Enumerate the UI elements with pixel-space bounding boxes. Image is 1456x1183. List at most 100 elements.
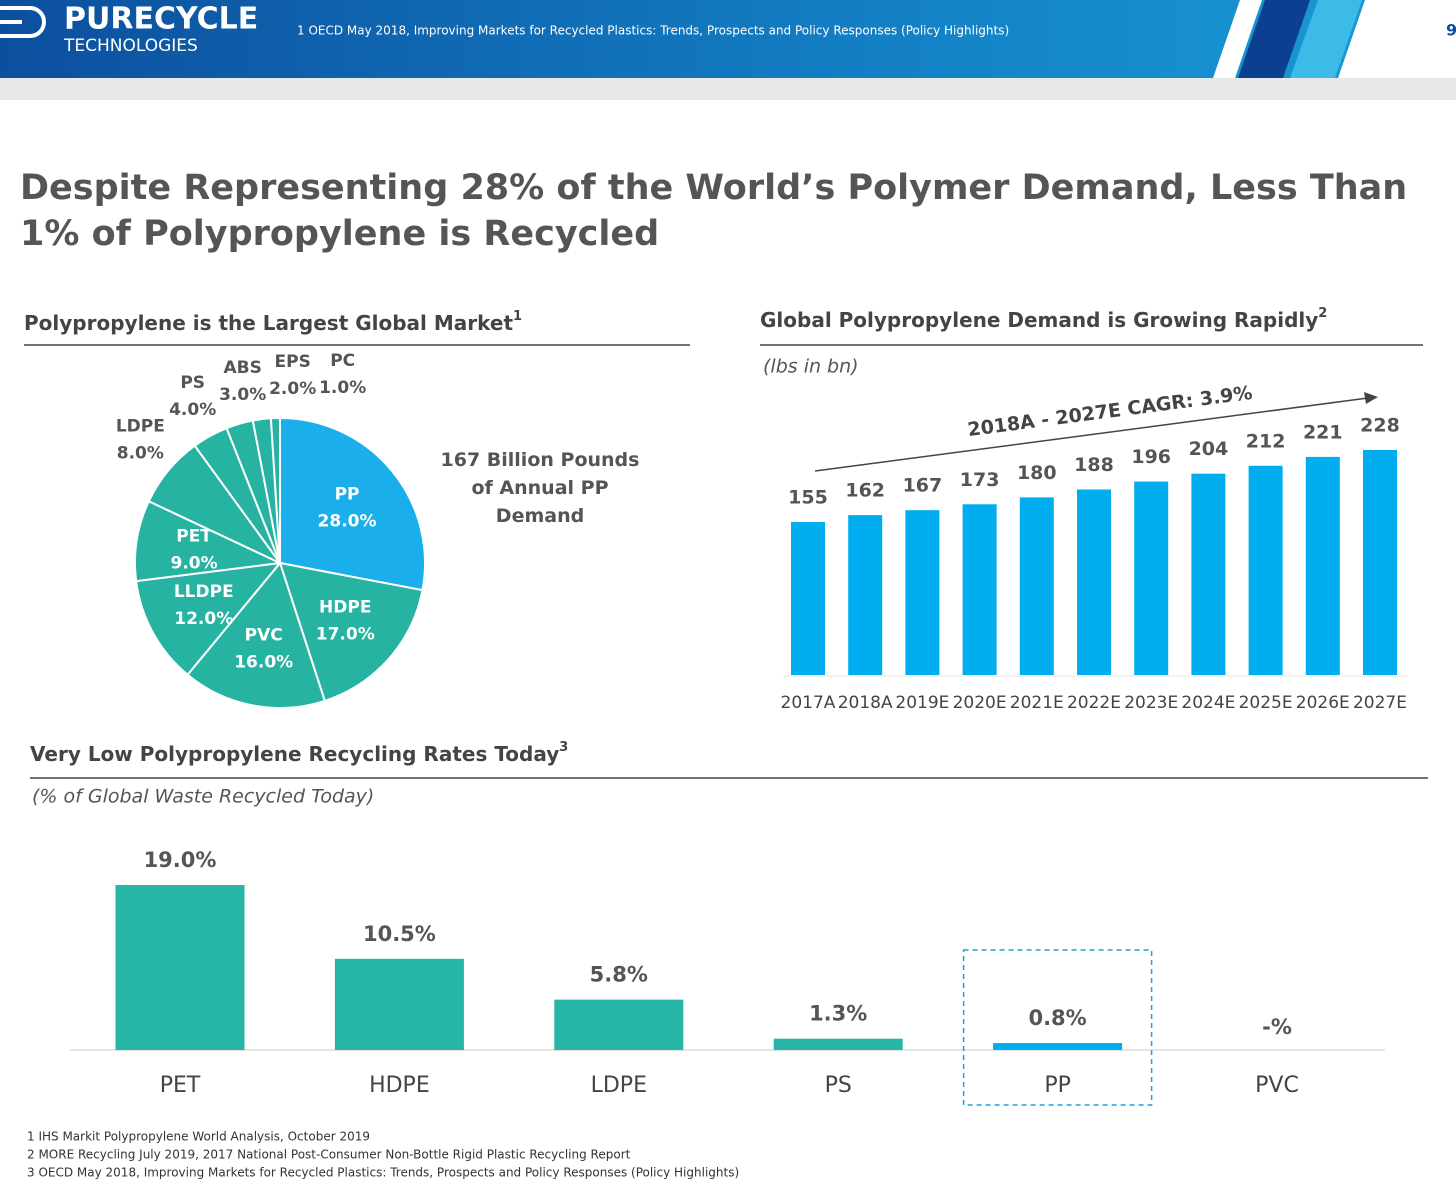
value-label: 228 [1360,415,1400,437]
bar [1305,456,1340,675]
slice-value: 3.0% [219,385,266,405]
footnote-mark: 1 [513,309,522,324]
title-text: Polypropylene is the Largest Global Mark… [24,311,513,335]
bar [773,1038,903,1050]
pie-slice [269,416,281,564]
bar [334,958,464,1050]
stripe [1290,0,1362,78]
value-label: 19.0% [144,848,217,872]
value-label: -% [1262,1015,1292,1039]
chart-title: Very Low Polypropylene Recycling Rates T… [30,740,568,766]
pie-slice [134,499,284,583]
value-label: 204 [1189,438,1229,460]
logo-icon [0,6,46,38]
footnote: 3 OECD May 2018, Improving Markets for R… [27,1166,739,1180]
value-label: 180 [1017,462,1057,484]
slice-value: 12.0% [174,609,233,629]
x-tick-label: 2026E [1296,693,1350,713]
value-label: 173 [960,469,1000,491]
subtitle: (% of Global Waste Recycled Today) [32,786,374,808]
value-label: 155 [788,487,828,509]
stripe [1338,0,1456,78]
x-tick-label: LDPE [591,1073,647,1098]
pie-slice [279,416,426,592]
logo: PURECYCLE [64,2,258,37]
x-tick-label: PP [1044,1073,1071,1098]
slice-value: 16.0% [234,652,293,672]
footnote-mark: 3 [559,740,568,755]
pie-slice [278,561,424,703]
bar [848,515,883,675]
bar [1363,450,1397,675]
slice-value: 17.0% [316,625,375,645]
chart-title: Global Polypropylene Demand is Growing R… [760,306,1327,332]
stripe [1238,0,1310,78]
slice-value: 8.0% [117,443,164,463]
x-tick-label: PET [160,1073,201,1098]
chart-title: Polypropylene is the Largest Global Mark… [24,309,522,335]
x-tick-label: 2017A [781,693,836,713]
x-tick-label: 2023E [1124,693,1178,713]
footnote: 1 IHS Markit Polypropylene World Analysi… [27,1130,370,1144]
bar [1248,465,1283,675]
slice-value: 9.0% [170,553,217,573]
value-label: 1.3% [809,1002,867,1026]
value-label: 167 [903,475,943,497]
bar [962,504,997,675]
x-tick-label: PVC [1255,1073,1299,1098]
title-text: Very Low Polypropylene Recycling Rates T… [30,742,559,766]
header-shadow [0,78,1456,100]
x-tick-label: 2022E [1067,693,1121,713]
slice-label: PP [335,485,360,505]
title-text: Global Polypropylene Demand is Growing R… [760,308,1318,332]
bar [554,999,684,1050]
pie-slice [135,561,283,677]
slide-title: Despite Representing 28% of the World’s … [20,168,1408,254]
stripe [1213,0,1262,78]
x-tick-label: 2024E [1181,693,1235,713]
slice-label: PC [330,351,355,371]
slice-label: HDPE [319,598,371,618]
value-label: 162 [845,480,885,502]
slice-value: 2.0% [269,379,316,399]
x-tick-label: PS [825,1073,852,1098]
x-tick-label: 2019E [895,693,949,713]
highlight-box [962,949,1153,1106]
pie-annotation: 167 Billion Pounds of Annual PP Demand [440,449,640,527]
slice-value: 28.0% [318,512,377,532]
x-tick-label: 2021E [1010,693,1064,713]
bar [1191,473,1226,675]
x-tick-label: 2025E [1239,693,1293,713]
annotation-box: 167 Billion Pounds of Annual PP Demand [440,449,640,527]
value-label: 188 [1074,454,1114,476]
x-tick-label: HDPE [369,1073,430,1098]
footnote: 2 MORE Recycling July 2019, 2017 Nationa… [27,1148,631,1162]
value-label: 196 [1131,446,1171,468]
slice-label: LDPE [116,416,165,436]
footnote-mark: 2 [1318,306,1327,321]
x-tick-label: 2020E [953,693,1007,713]
slice-label: PVC [245,625,283,645]
bar [1019,497,1054,675]
arrow-head [1364,392,1378,404]
header-band [0,0,1456,78]
header-note: 1 OECD May 2018, Improving Markets for R… [297,24,1009,38]
value-label: 221 [1303,421,1343,443]
slice-label: EPS [275,352,311,372]
slice-label: LLDPE [174,582,234,602]
title-box: Despite Representing 28% of the World’s … [20,168,1408,254]
slice-value: 1.0% [319,378,366,398]
bar [905,510,940,675]
value-label: 0.8% [1028,1006,1086,1030]
bar [1134,481,1169,675]
logo-sub: TECHNOLOGIES [63,36,198,56]
subtitle: (lbs in bn) [763,356,859,378]
pie-slice [186,560,327,709]
cagr-arrow [814,397,1369,472]
bar [993,1043,1123,1050]
slice-label: ABS [224,358,262,378]
slice-label: PET [176,526,212,546]
value-label: 212 [1246,430,1286,452]
x-tick-label: 2027E [1353,693,1407,713]
